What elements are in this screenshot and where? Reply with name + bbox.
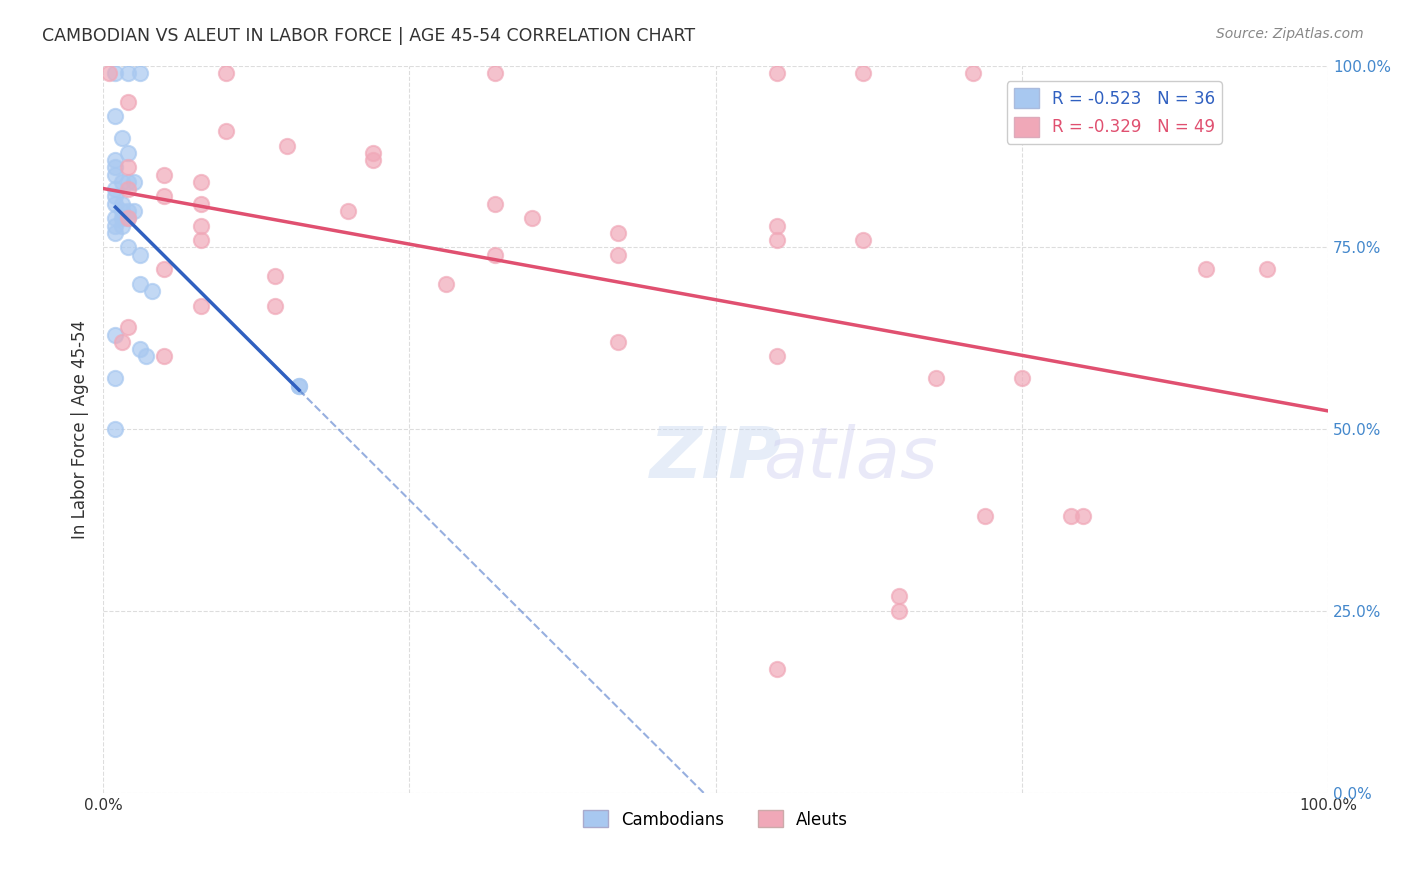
- Point: [122, 175, 145, 189]
- Point: [135, 350, 157, 364]
- Text: Source: ZipAtlas.com: Source: ZipAtlas.com: [1216, 27, 1364, 41]
- Point: [766, 66, 789, 80]
- Point: [288, 378, 311, 392]
- Point: [104, 153, 127, 168]
- Point: [104, 161, 127, 175]
- Point: [190, 233, 212, 247]
- Point: [104, 110, 127, 124]
- Point: [110, 131, 132, 145]
- Point: [606, 334, 628, 349]
- Point: [117, 175, 139, 189]
- Point: [766, 350, 789, 364]
- Point: [110, 175, 132, 189]
- Point: [889, 604, 911, 618]
- Point: [606, 226, 628, 240]
- Point: [1194, 262, 1216, 277]
- Point: [117, 161, 139, 175]
- Point: [153, 168, 176, 182]
- Point: [520, 211, 543, 226]
- Point: [104, 66, 127, 80]
- Point: [766, 662, 789, 676]
- Point: [263, 269, 285, 284]
- Y-axis label: In Labor Force | Age 45-54: In Labor Force | Age 45-54: [72, 319, 89, 539]
- Point: [962, 66, 984, 80]
- Point: [484, 196, 506, 211]
- Point: [110, 334, 132, 349]
- Point: [1011, 371, 1033, 385]
- Point: [766, 219, 789, 233]
- Point: [484, 66, 506, 80]
- Point: [361, 153, 384, 168]
- Point: [98, 66, 121, 80]
- Point: [128, 342, 150, 356]
- Point: [117, 240, 139, 254]
- Point: [276, 138, 298, 153]
- Text: ZIP: ZIP: [650, 424, 782, 492]
- Point: [104, 168, 127, 182]
- Point: [361, 145, 384, 160]
- Point: [852, 233, 875, 247]
- Point: [190, 175, 212, 189]
- Point: [190, 196, 212, 211]
- Point: [128, 66, 150, 80]
- Point: [104, 371, 127, 385]
- Point: [974, 509, 997, 524]
- Point: [1060, 509, 1083, 524]
- Point: [117, 95, 139, 109]
- Text: atlas: atlas: [763, 424, 938, 492]
- Point: [214, 66, 236, 80]
- Point: [153, 350, 176, 364]
- Point: [128, 277, 150, 291]
- Point: [1071, 509, 1094, 524]
- Point: [190, 299, 212, 313]
- Point: [104, 189, 127, 203]
- Point: [925, 371, 948, 385]
- Point: [104, 327, 127, 342]
- Point: [214, 124, 236, 138]
- Point: [117, 211, 139, 226]
- Point: [141, 284, 163, 298]
- Point: [110, 219, 132, 233]
- Point: [122, 204, 145, 219]
- Point: [263, 299, 285, 313]
- Point: [190, 219, 212, 233]
- Point: [117, 204, 139, 219]
- Point: [104, 219, 127, 233]
- Point: [117, 182, 139, 196]
- Point: [128, 247, 150, 261]
- Point: [852, 66, 875, 80]
- Point: [104, 211, 127, 226]
- Point: [606, 247, 628, 261]
- Point: [153, 262, 176, 277]
- Point: [153, 189, 176, 203]
- Point: [288, 378, 311, 392]
- Point: [104, 226, 127, 240]
- Point: [110, 211, 132, 226]
- Point: [110, 196, 132, 211]
- Point: [889, 590, 911, 604]
- Point: [766, 233, 789, 247]
- Point: [117, 211, 139, 226]
- Text: CAMBODIAN VS ALEUT IN LABOR FORCE | AGE 45-54 CORRELATION CHART: CAMBODIAN VS ALEUT IN LABOR FORCE | AGE …: [42, 27, 696, 45]
- Point: [117, 320, 139, 334]
- Point: [117, 66, 139, 80]
- Point: [484, 247, 506, 261]
- Point: [104, 196, 127, 211]
- Point: [104, 422, 127, 436]
- Point: [104, 182, 127, 196]
- Point: [1256, 262, 1278, 277]
- Point: [117, 145, 139, 160]
- Point: [110, 204, 132, 219]
- Point: [434, 277, 457, 291]
- Legend: Cambodians, Aleuts: Cambodians, Aleuts: [576, 804, 855, 835]
- Point: [337, 204, 360, 219]
